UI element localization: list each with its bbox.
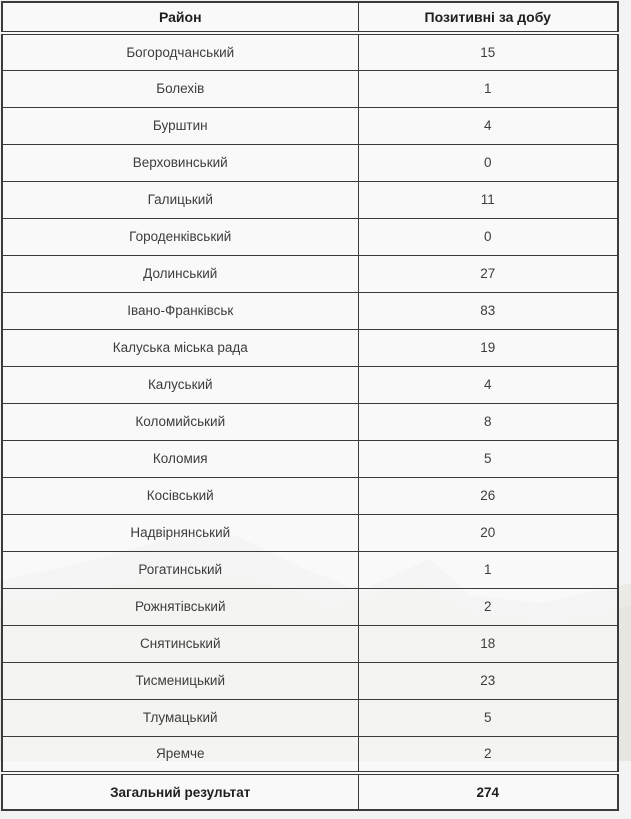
value-cell: 8 bbox=[357, 402, 619, 441]
district-cell: Тлумацький bbox=[1, 698, 359, 737]
district-cell: Калуський bbox=[1, 365, 359, 404]
district-cell: Бурштин bbox=[1, 106, 359, 145]
table-row: Верховинський 0 bbox=[1, 143, 619, 182]
table-row: Рогатинський 1 bbox=[1, 550, 619, 589]
total-label: Загальний результат bbox=[1, 771, 359, 811]
district-cell: Коломийський bbox=[1, 402, 359, 441]
value-cell: 0 bbox=[357, 143, 619, 182]
district-cell: Рогатинський bbox=[1, 550, 359, 589]
table-row: Галицький 11 bbox=[1, 180, 619, 219]
district-cell: Яремче bbox=[1, 735, 359, 774]
value-cell: 2 bbox=[357, 735, 619, 774]
district-cell: Богородчанський bbox=[1, 32, 359, 71]
district-cell: Долинський bbox=[1, 254, 359, 293]
value-cell: 15 bbox=[357, 32, 619, 71]
district-cell: Калуська міська рада bbox=[1, 328, 359, 367]
district-cell: Надвірнянський bbox=[1, 513, 359, 552]
district-cell: Галицький bbox=[1, 180, 359, 219]
table-row: Надвірнянський 20 bbox=[1, 513, 619, 552]
table-row: Богородчанський 15 bbox=[1, 32, 619, 71]
district-cell: Снятинський bbox=[1, 624, 359, 663]
table-row: Рожнятівський 2 bbox=[1, 587, 619, 626]
value-cell: 2 bbox=[357, 587, 619, 626]
value-cell: 11 bbox=[357, 180, 619, 219]
table-row: Яремче 2 bbox=[1, 735, 619, 774]
column-header-district: Район bbox=[1, 1, 359, 35]
total-value: 274 bbox=[357, 771, 619, 811]
table-row: Тисменицький 23 bbox=[1, 661, 619, 700]
value-cell: 83 bbox=[357, 291, 619, 330]
value-cell: 5 bbox=[357, 698, 619, 737]
table-body: Богородчанський 15 Болехів 1 Бурштин 4 В… bbox=[1, 32, 619, 774]
value-cell: 1 bbox=[357, 69, 619, 108]
column-header-positives: Позитивні за добу bbox=[357, 1, 619, 35]
table-row: Долинський 27 bbox=[1, 254, 619, 293]
positives-by-district-table: Район Позитивні за добу Богородчанський … bbox=[1, 1, 619, 811]
table-row: Коломийський 8 bbox=[1, 402, 619, 441]
value-cell: 23 bbox=[357, 661, 619, 700]
table-row: Снятинський 18 bbox=[1, 624, 619, 663]
table-row: Тлумацький 5 bbox=[1, 698, 619, 737]
table-row: Болехів 1 bbox=[1, 69, 619, 108]
district-cell: Рожнятівський bbox=[1, 587, 359, 626]
value-cell: 0 bbox=[357, 217, 619, 256]
table-row: Калуський 4 bbox=[1, 365, 619, 404]
value-cell: 18 bbox=[357, 624, 619, 663]
table-row: Бурштин 4 bbox=[1, 106, 619, 145]
value-cell: 5 bbox=[357, 439, 619, 478]
value-cell: 20 bbox=[357, 513, 619, 552]
header-row: Район Позитивні за добу bbox=[1, 1, 619, 35]
district-cell: Івано-Франківськ bbox=[1, 291, 359, 330]
district-cell: Городенківський bbox=[1, 217, 359, 256]
district-cell: Болехів bbox=[1, 69, 359, 108]
district-cell: Тисменицький bbox=[1, 661, 359, 700]
value-cell: 1 bbox=[357, 550, 619, 589]
table-row: Городенківський 0 bbox=[1, 217, 619, 256]
total-row: Загальний результат 274 bbox=[1, 771, 619, 811]
value-cell: 4 bbox=[357, 106, 619, 145]
table-row: Калуська міська рада 19 bbox=[1, 328, 619, 367]
table-row: Коломия 5 bbox=[1, 439, 619, 478]
value-cell: 27 bbox=[357, 254, 619, 293]
value-cell: 26 bbox=[357, 476, 619, 515]
district-cell: Коломия bbox=[1, 439, 359, 478]
table-row: Косівський 26 bbox=[1, 476, 619, 515]
district-cell: Косівський bbox=[1, 476, 359, 515]
table-row: Івано-Франківськ 83 bbox=[1, 291, 619, 330]
value-cell: 4 bbox=[357, 365, 619, 404]
district-cell: Верховинський bbox=[1, 143, 359, 182]
value-cell: 19 bbox=[357, 328, 619, 367]
